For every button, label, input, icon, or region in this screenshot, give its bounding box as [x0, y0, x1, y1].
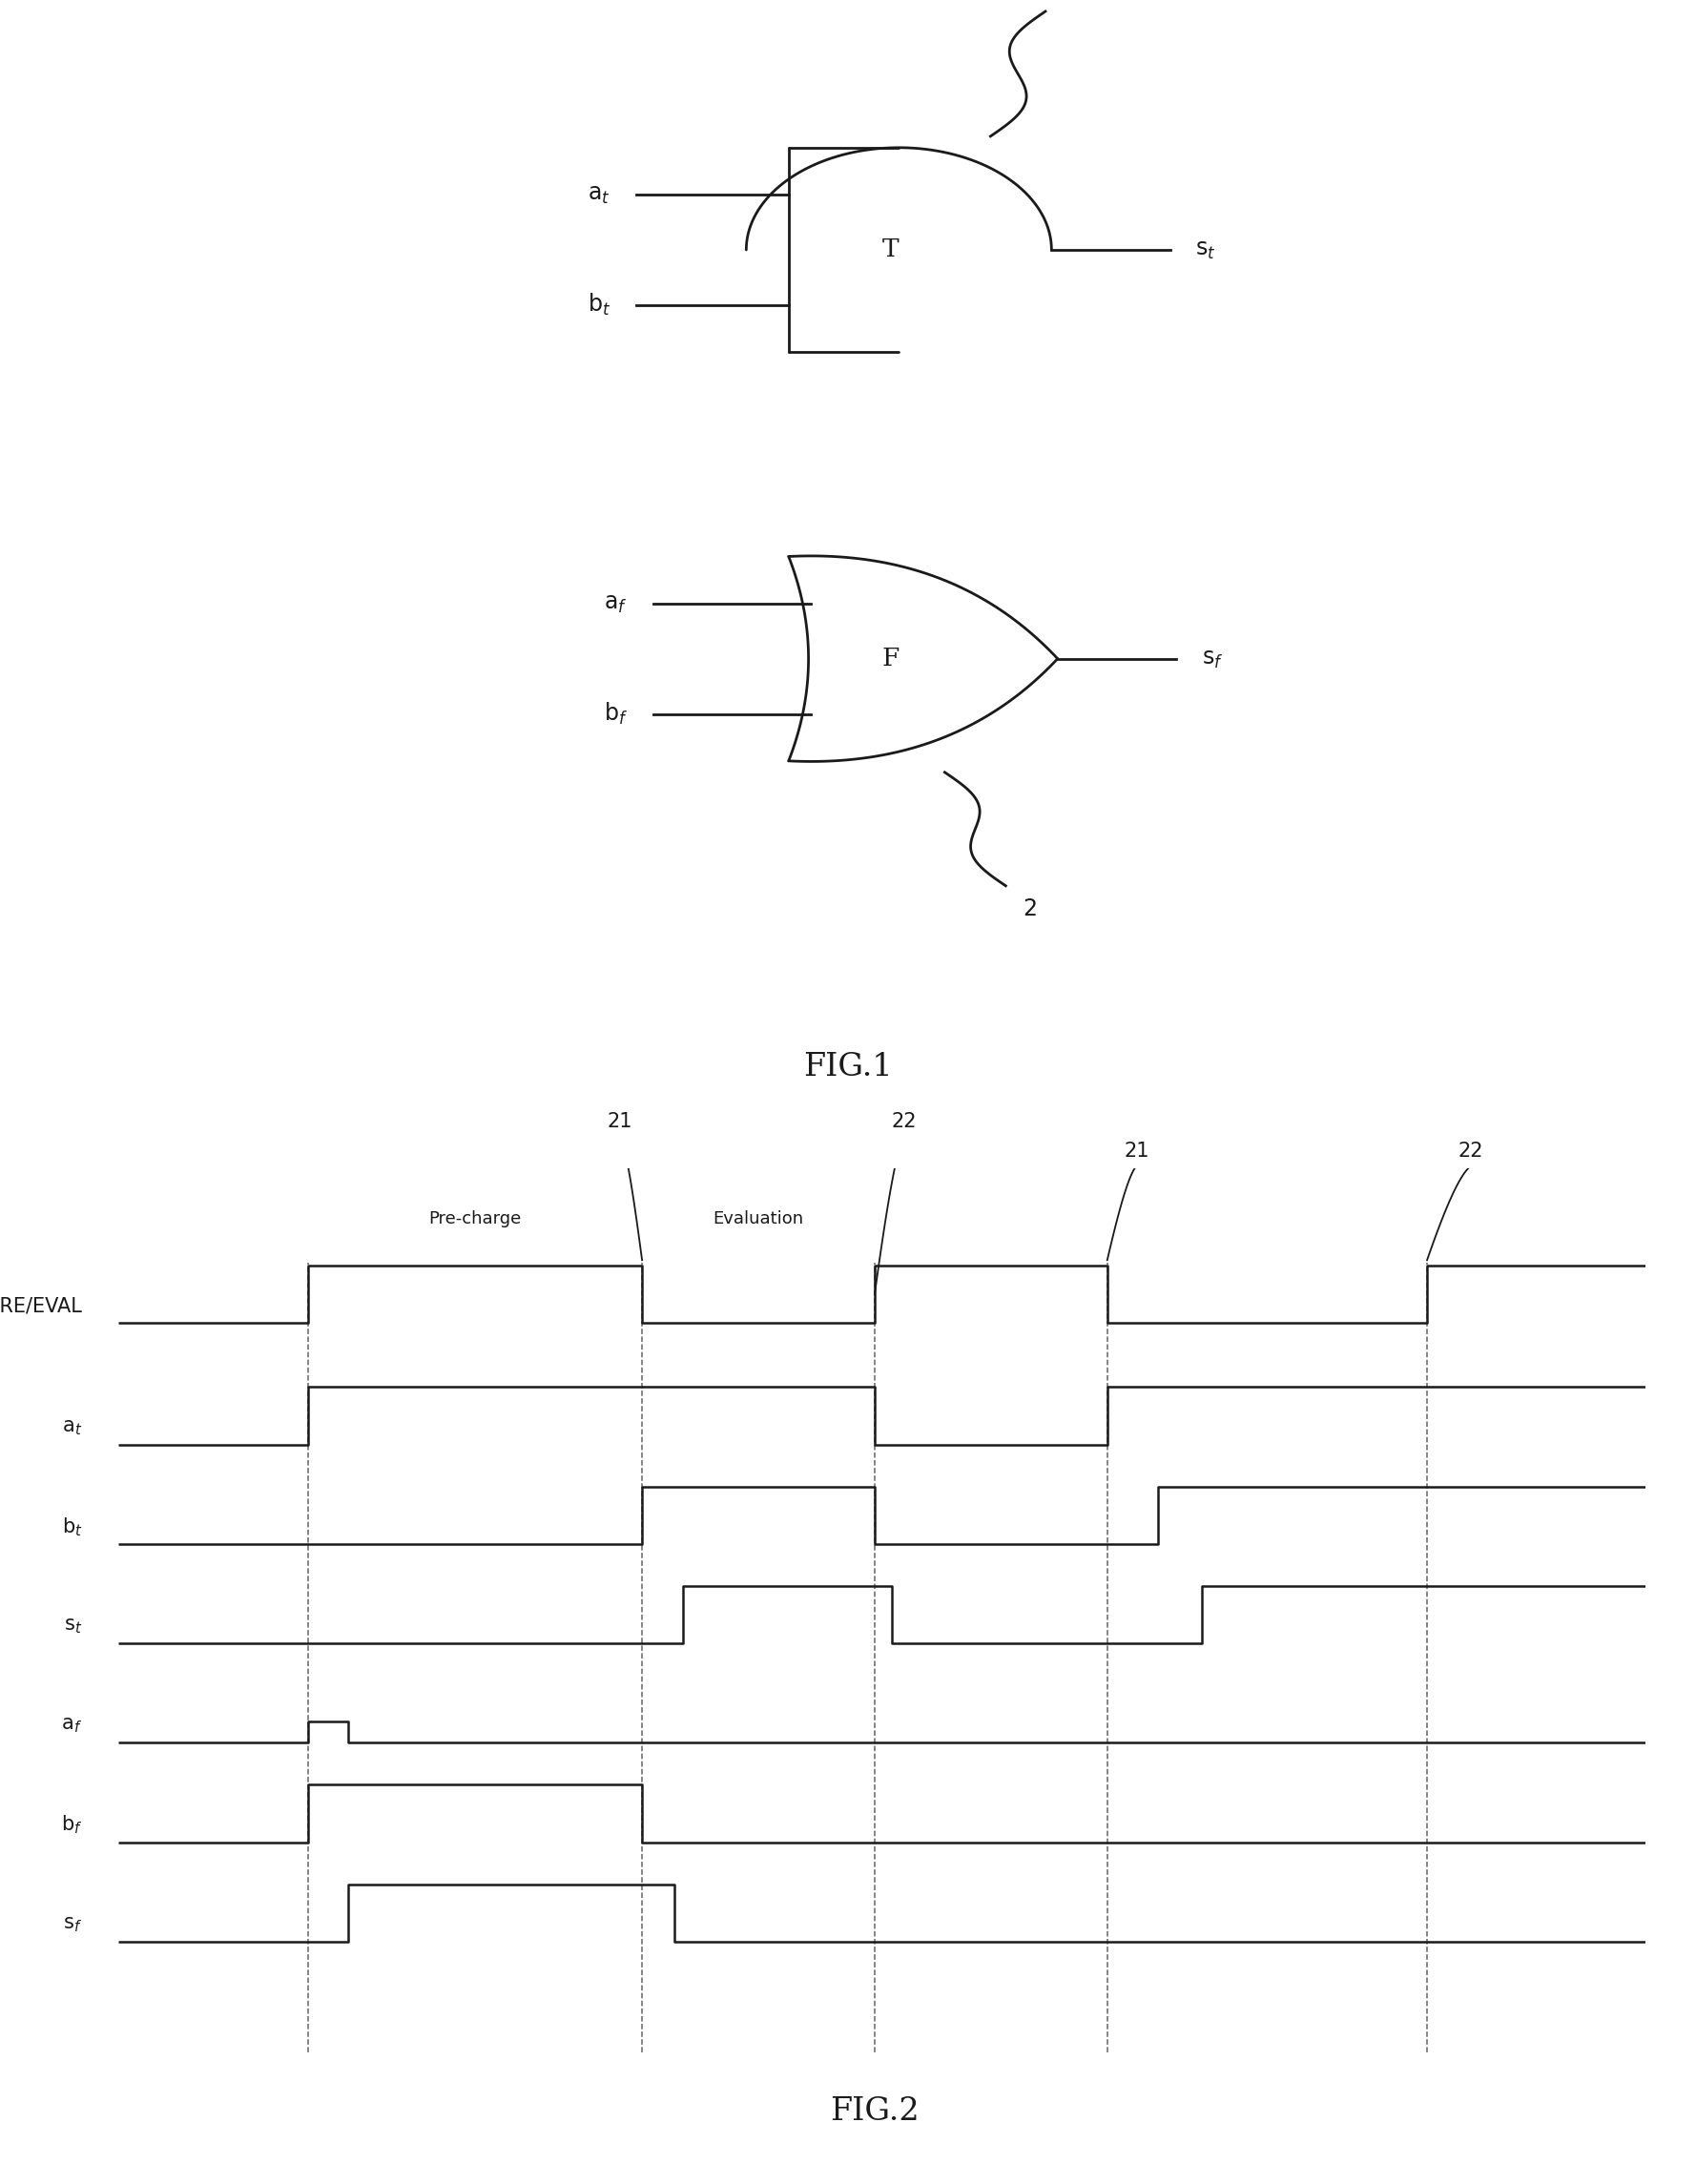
Text: b$_t$: b$_t$: [587, 293, 611, 319]
Text: 21: 21: [607, 1112, 633, 1131]
Text: FIG.2: FIG.2: [829, 2097, 919, 2127]
Text: 21: 21: [1124, 1142, 1148, 1160]
Text: a$_t$: a$_t$: [63, 1417, 83, 1437]
Text: s$_t$: s$_t$: [64, 1616, 83, 1636]
Text: Pre-charge: Pre-charge: [429, 1210, 521, 1227]
Text: 22: 22: [1459, 1142, 1484, 1160]
Text: F: F: [882, 646, 899, 670]
Text: T: T: [882, 238, 899, 262]
Text: 2: 2: [1023, 898, 1036, 919]
Text: FIG.1: FIG.1: [804, 1053, 892, 1083]
Text: Evaluation: Evaluation: [712, 1210, 804, 1227]
Text: b$_t$: b$_t$: [61, 1516, 83, 1538]
Text: PRE/EVAL: PRE/EVAL: [0, 1297, 83, 1315]
Text: 22: 22: [890, 1112, 916, 1131]
Text: s$_f$: s$_f$: [1202, 646, 1223, 670]
Text: a$_t$: a$_t$: [589, 183, 611, 205]
Text: b$_f$: b$_f$: [604, 701, 628, 727]
Text: s$_t$: s$_t$: [1196, 238, 1216, 262]
Text: s$_f$: s$_f$: [63, 1915, 83, 1935]
Text: a$_f$: a$_f$: [61, 1717, 83, 1734]
Text: a$_f$: a$_f$: [604, 592, 628, 616]
Text: b$_f$: b$_f$: [61, 1813, 83, 1837]
